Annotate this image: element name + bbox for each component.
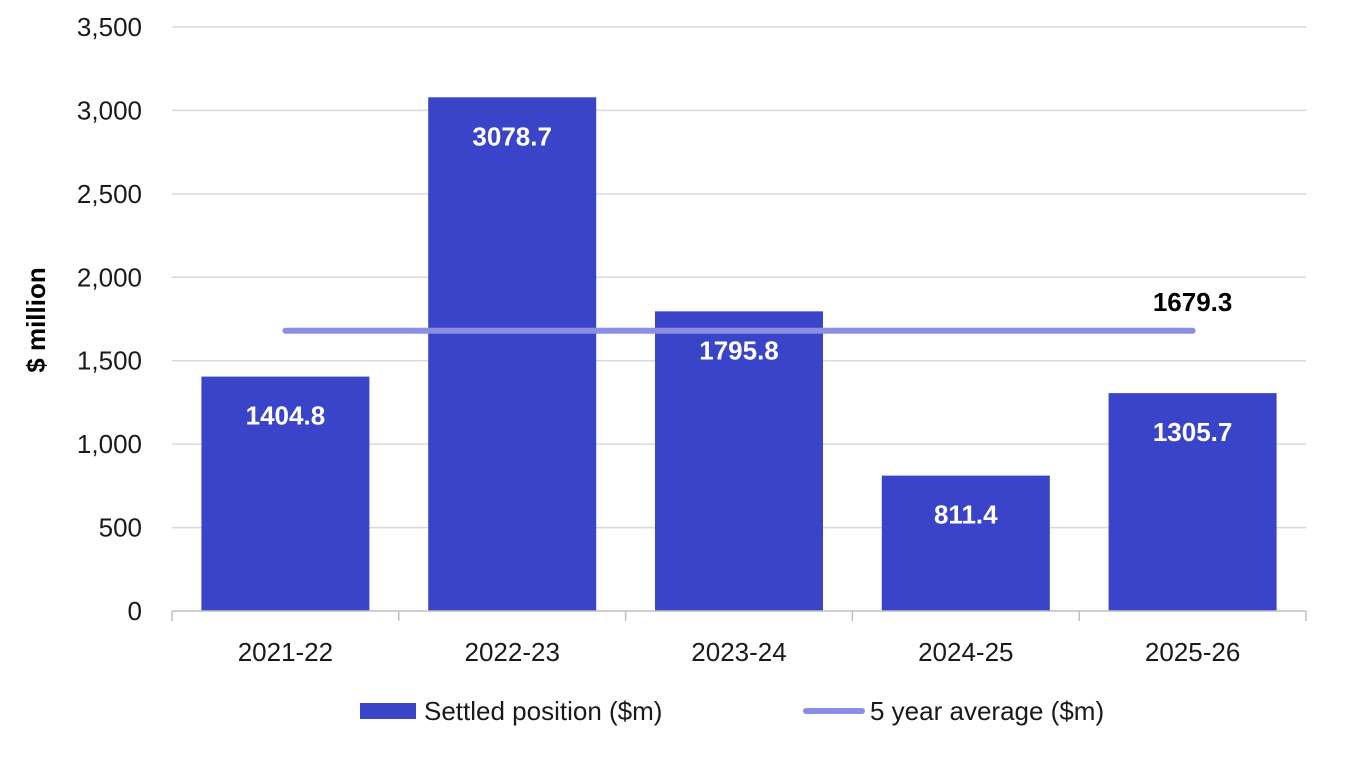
- bar-data-label: 1305.7: [1153, 417, 1233, 447]
- bar-data-label: 3078.7: [472, 121, 552, 151]
- y-tick-label: 0: [128, 596, 142, 626]
- bar-data-label: 811.4: [934, 500, 998, 530]
- x-tick-label: 2021-22: [238, 637, 333, 667]
- x-tick-label: 2022-23: [464, 637, 559, 667]
- x-tick-label: 2024-25: [918, 637, 1013, 667]
- y-tick-label: 3,500: [77, 12, 142, 42]
- average-line-label: 1679.3: [1153, 287, 1233, 317]
- y-tick-label: 1,500: [77, 346, 142, 376]
- legend: Settled position ($m) 5 year average ($m): [360, 696, 1104, 726]
- bar-2022-23: [428, 97, 597, 611]
- bar-data-label: 1404.8: [246, 401, 326, 431]
- bar-2021-22: [201, 376, 370, 611]
- y-tick-label: 500: [99, 513, 142, 543]
- bar-2023-24: [655, 311, 823, 611]
- bars: [201, 97, 1277, 611]
- axes: [171, 610, 1307, 621]
- legend-label-five-year-average: 5 year average ($m): [870, 696, 1104, 726]
- legend-label-settled-position: Settled position ($m): [424, 696, 662, 726]
- bar-data-labels: 1404.8 3078.7 1795.8 811.4 1305.7: [246, 121, 1233, 529]
- x-tick-label: 2025-26: [1145, 637, 1240, 667]
- bar-2024-25: [881, 475, 1050, 611]
- average-line-group: 1679.3: [282, 287, 1233, 334]
- y-tick-label: 1,000: [77, 429, 142, 459]
- bar-2025-26: [1108, 393, 1277, 611]
- y-tick-labels: 0 500 1,000 1,500 2,000 2,500 3,000 3,500: [77, 12, 142, 626]
- y-tick-label: 2,500: [77, 179, 142, 209]
- bar-data-label: 1795.8: [699, 335, 779, 365]
- y-tick-label: 3,000: [77, 95, 142, 125]
- x-tick-labels: 2021-22 2022-23 2023-24 2024-25 2025-26: [238, 637, 1241, 667]
- y-tick-label: 2,000: [77, 262, 142, 292]
- x-tick-label: 2023-24: [691, 637, 786, 667]
- legend-swatch-settled-position: [360, 703, 416, 719]
- y-axis-title: $ million: [21, 267, 51, 372]
